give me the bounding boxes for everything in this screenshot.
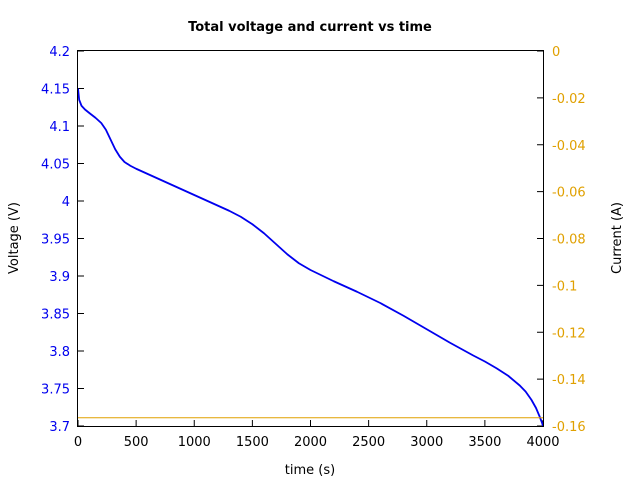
y-right-tick-label: 0 (552, 45, 560, 60)
x-tick-label: 1000 (178, 435, 211, 450)
x-tick-label: 500 (124, 435, 149, 450)
y-left-tick-label: 3.75 (41, 383, 70, 398)
y-left-tick-label: 3.8 (49, 345, 70, 360)
x-tick-label: 2500 (352, 435, 385, 450)
voltage-series-line (77, 88, 544, 427)
y-right-tick-label: -0.1 (552, 279, 577, 294)
y-right-tick-label: -0.02 (552, 92, 586, 107)
y-right-tick-label: -0.12 (552, 326, 586, 341)
y-left-tick-label: 4 (62, 195, 70, 210)
y-left-axis: 3.7 3.75 3.8 3.85 3.9 3.95 4 4.05 4.1 4.15 4.2 (41, 45, 84, 435)
y-left-tick-label: 4.15 (41, 83, 70, 98)
y-left-tick-label: 3.85 (41, 308, 70, 323)
x-tick-label: 4000 (526, 435, 559, 450)
y-right-tick-label: -0.08 (552, 233, 586, 248)
plot-frame (77, 50, 544, 427)
x-tick-label: 3000 (410, 435, 443, 450)
y-right-tick-label: -0.04 (552, 139, 586, 154)
y-right-axis-label: Current (A) (610, 202, 625, 274)
y-left-axis-label: Voltage (V) (7, 202, 22, 274)
x-axis-label: time (s) (285, 463, 335, 478)
y-right-tick-label: -0.14 (552, 373, 586, 388)
y-left-tick-label: 4.2 (49, 45, 70, 60)
y-right-axis: -0.16 -0.14 -0.12 -0.1 -0.08 -0.06 -0.04 -0.02 0 (537, 45, 586, 435)
y-left-tick-label: 3.9 (49, 270, 70, 285)
y-right-tick-label: -0.06 (552, 186, 586, 201)
x-tick-label: 2000 (294, 435, 327, 450)
series-layer (77, 88, 544, 427)
y-right-tick-label: -0.16 (552, 420, 586, 435)
x-tick-label: 0 (74, 435, 82, 450)
x-tick-label: 1500 (236, 435, 269, 450)
y-left-tick-label: 4.05 (41, 158, 70, 173)
x-axis: 0 500 1000 1500 2000 2500 3000 3500 4000 (74, 420, 560, 450)
chart-title: Total voltage and current vs time (188, 20, 432, 35)
y-left-tick-label: 3.7 (49, 420, 70, 435)
x-tick-label: 3500 (468, 435, 501, 450)
y-left-tick-label: 3.95 (41, 233, 70, 248)
y-left-tick-label: 4.1 (49, 120, 70, 135)
